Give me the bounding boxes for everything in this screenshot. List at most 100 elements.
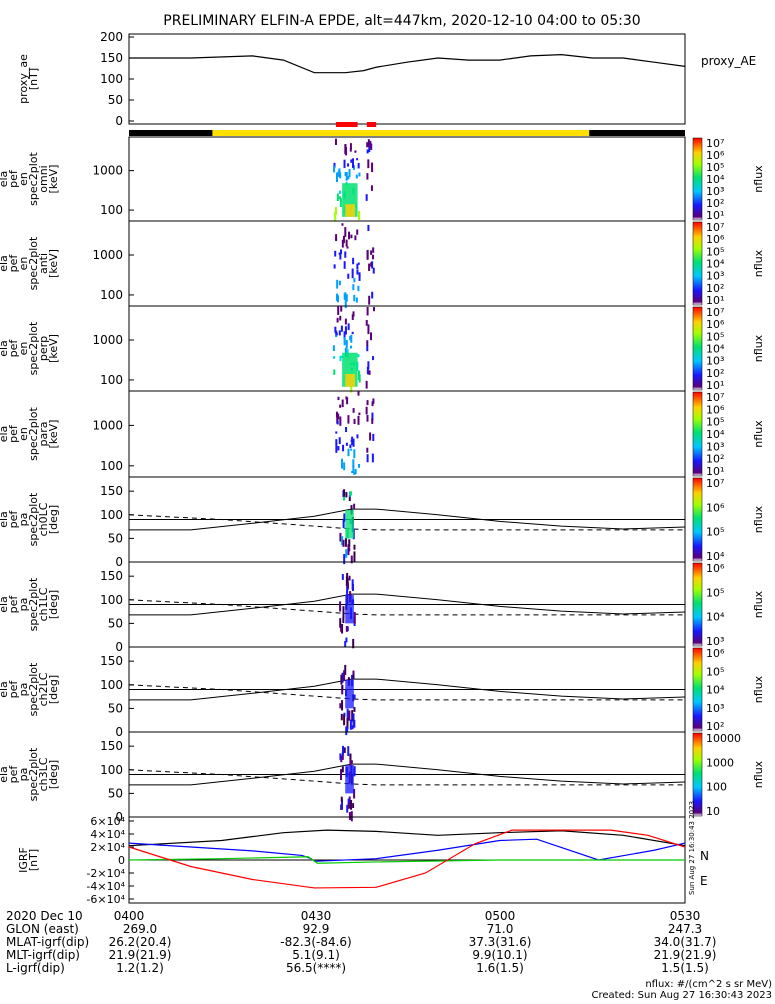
pa-ch2-pa-cell [349, 719, 352, 730]
spec-perp-spec-cell [337, 306, 340, 315]
tick-glon-0530: 247.3 [668, 922, 702, 936]
pa-ch1-colorbar [692, 562, 703, 647]
pa-ch0-pa-cell [345, 492, 348, 498]
spec-anti-spec-cell [335, 234, 338, 241]
spec-omni-cbar-tick: 10² [706, 197, 724, 210]
spec-anti-spec-cell [372, 267, 375, 274]
spec-perp-colorbar [692, 306, 703, 391]
spec-para-spec-cell [366, 415, 369, 422]
spec-anti-spec-cell [339, 253, 342, 260]
pa-ch2-ylabel-line-2: pa [17, 683, 30, 697]
pa-ch2-ylabel-line-5: [deg] [47, 675, 60, 704]
spec-anti-spec-cell [335, 237, 338, 242]
spec-omni-spec-cell [345, 172, 348, 181]
spec-anti-spec-cell [353, 294, 356, 302]
spec-para-cbar-label: nflux [752, 420, 765, 448]
pa-ch0-pa-cell [349, 491, 352, 496]
spec-para-spec-cell [369, 432, 372, 441]
pa-ch1-ylabel-line-2: pa [17, 598, 30, 612]
spec-perp-frame [128, 305, 686, 392]
spec-omni-spec-peak [345, 204, 356, 217]
spec-para-spec-cell [345, 442, 348, 446]
pa-ch0-ytick-0: 0 [115, 555, 123, 569]
spec-omni-spec-cell [344, 172, 347, 177]
science-zone-red-1 [335, 122, 358, 127]
spec-omni-spec-cell [348, 169, 351, 178]
proxy-ae-ytick-150: 150 [100, 51, 123, 65]
spec-anti-ytick-100: 100 [100, 288, 123, 302]
spec-anti-spec-cell [344, 227, 347, 237]
spec-perp-cbar-tick: 10¹ [706, 379, 724, 392]
spec-perp-spec-cell [367, 361, 370, 370]
spec-para-spec-cell [354, 468, 357, 475]
pa-ch2-pa-cell [352, 673, 355, 680]
spec-anti-spec-cell [348, 231, 351, 240]
spec-perp-spec-cell [349, 335, 352, 341]
spec-anti-spec-cell [334, 250, 337, 257]
pa-ch0-cbar-label: nflux [752, 505, 765, 533]
proxy-ae-ylabel-line-1: [nT] [27, 68, 40, 90]
spec-perp-spec-cell [365, 319, 368, 326]
igrf-ylabel-line-1: [nT] [27, 849, 40, 871]
pa-ch2-pa-core [345, 680, 354, 709]
pa-ch1-pa-cell [341, 574, 344, 580]
spec-omni-spec-cell [336, 172, 339, 183]
spec-anti-ylabel-line-3: spec2plot [27, 236, 40, 290]
spec-anti-spec-cell [335, 293, 338, 301]
spec-perp-ylabel-line-1: pef [7, 339, 20, 358]
pa-ch1-pa-cell [345, 637, 348, 643]
spec-perp-spec-cell [350, 383, 353, 393]
spec-omni-cbar-tick: 10¹ [706, 209, 724, 222]
time-label-row-mlt: MLT-igrf(dip) [6, 948, 80, 962]
spec-para-spec-cell [335, 431, 338, 434]
tick-l-0500: 1.6(1.5) [476, 961, 524, 975]
pa-ch3-cbar-label: nflux [752, 760, 765, 788]
pa-ch3-ylabel-line-0: ela [0, 766, 10, 783]
spec-omni-panel: elapefenspec2plotomni[keV]100100010¹10²1… [0, 136, 765, 222]
igrf-ytick: 4×10⁴ [90, 828, 125, 841]
spec-anti-frame [128, 220, 686, 307]
spec-para-spec-cell [352, 459, 355, 468]
pa-ch3-pa-cell [339, 753, 342, 760]
pa-ch2-colorbar [692, 647, 703, 732]
spec-omni-spec-cell [354, 150, 357, 153]
spec-anti-spec-cell [370, 250, 373, 255]
spec-omni-spec-cell [334, 207, 337, 214]
spec-anti-spec-cell [341, 223, 344, 226]
pa-ch0-anti-loss-cone [128, 514, 685, 531]
spec-perp-spec-cell [369, 332, 372, 341]
spec-perp-spec-cell [357, 370, 360, 380]
pa-ch2-ytick-100: 100 [100, 678, 123, 692]
spec-para-cbar-tick: 10⁷ [706, 391, 724, 404]
spec-para-spec-cell [338, 437, 341, 445]
pa-ch0-pa-cell [350, 555, 353, 564]
pa-ch2-pa-cell [351, 710, 354, 722]
spec-anti-spec-cell [368, 295, 371, 305]
spec-para-spec-cell [357, 391, 360, 396]
spec-perp-spec-cell [366, 340, 369, 347]
spec-omni-cbar-tick: 10⁵ [706, 161, 724, 174]
spec-para-spec-cell [337, 396, 340, 401]
proxy-ae-ytick-0: 0 [115, 114, 123, 128]
igrf-ytick: 6×10⁴ [90, 815, 125, 828]
spec-anti-spec-cell [371, 291, 374, 299]
spec-para-spec-cell [371, 453, 374, 463]
pa-ch3-ylabel-line-5: [deg] [47, 760, 60, 789]
spec-omni-cbar-tick: 10⁴ [706, 173, 725, 186]
footer-units: nflux: #/(cm^2 s sr MeV) [645, 979, 772, 990]
spec-para-spec-cell [357, 463, 360, 468]
spec-para-cbar-tick: 10¹ [706, 465, 724, 478]
pa-ch1-ylabel-line-3: spec2plot [27, 577, 40, 631]
pa-ch2-anti-loss-cone [128, 684, 685, 701]
spec-perp-cbar-tick: 10⁶ [706, 318, 725, 331]
pa-ch0-pa-cell [350, 505, 353, 515]
spec-omni-spec-cell [333, 165, 336, 173]
pa-ch0-ylabel-line-3: spec2plot [27, 492, 40, 546]
spec-omni-spec-cell [338, 168, 341, 176]
spec-para-spec-cell [345, 427, 348, 433]
pa-ch2-ylabel-line-0: ela [0, 681, 10, 698]
igrf-y-line [128, 856, 685, 864]
spec-anti-spec-cell [344, 251, 347, 258]
